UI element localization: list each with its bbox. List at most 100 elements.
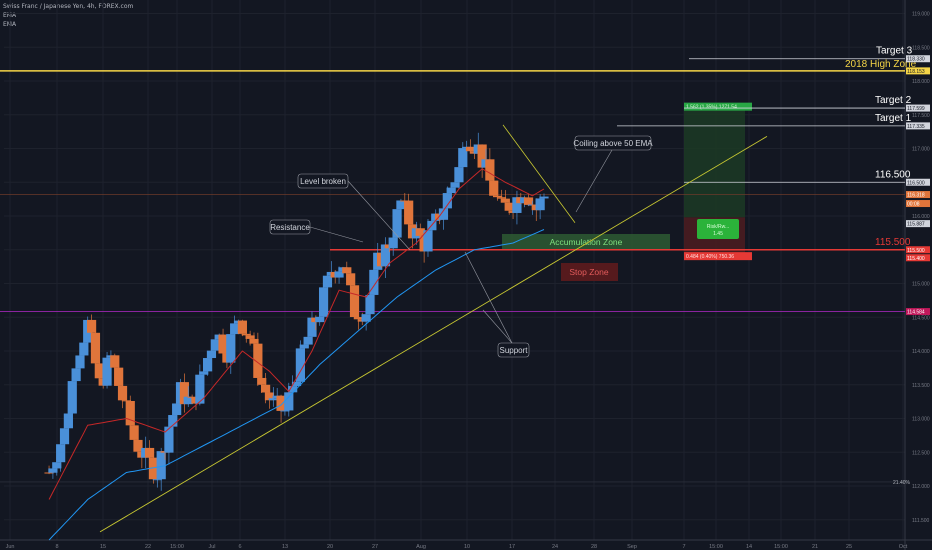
candle-body <box>276 395 286 411</box>
symbol-title[interactable]: Swiss Franc / Japanese Yen, 4h, FOREX.co… <box>3 3 134 10</box>
candle-body <box>110 355 120 368</box>
candle-body <box>52 462 62 469</box>
candle-body <box>365 294 375 315</box>
coiling-callout-box[interactable] <box>574 135 652 151</box>
accumulation-zone[interactable] <box>502 234 670 249</box>
candle-body <box>485 159 495 181</box>
target-zone-box[interactable] <box>684 106 745 218</box>
price-tick-label: 118.500 <box>912 45 930 51</box>
candle-body <box>303 336 313 345</box>
candle-body <box>79 342 89 356</box>
candle-body <box>446 187 456 194</box>
accumulation-zone-label: Accumulation Zone <box>550 237 623 247</box>
time-tick-label: 21 <box>812 544 818 550</box>
candle-body <box>535 198 545 211</box>
candle-body <box>388 237 398 249</box>
candle-body <box>257 377 267 385</box>
price-axis[interactable]: 111.500 112.000 112.500 113.000 113.500 114.0… <box>912 12 930 524</box>
candle-body <box>342 267 352 274</box>
ema-slow-line[interactable] <box>48 229 545 541</box>
price-tag <box>906 67 930 75</box>
time-tick-label: 27 <box>372 544 378 550</box>
candle-body <box>121 400 131 402</box>
coiling-callout-text: Coiling above 50 EMA <box>573 139 653 148</box>
candle-body <box>241 333 251 336</box>
high-zone-label: 2018 High Zone <box>845 59 917 70</box>
time-tick-label: 22 <box>145 544 151 550</box>
price-tick-label: 117.000 <box>912 147 930 153</box>
candle-body <box>392 209 402 238</box>
resistance-callout-pointer <box>309 226 364 243</box>
time-tick-label: 14 <box>746 544 752 550</box>
candle-body <box>442 193 452 209</box>
price-tick-label: 115.000 <box>912 282 930 288</box>
candle-body <box>218 334 228 354</box>
price-tick-label: 113.000 <box>912 417 930 423</box>
candle-body <box>504 202 514 211</box>
time-tick-label: 15:00 <box>170 544 184 550</box>
price-tag <box>906 55 930 63</box>
candle-body <box>168 415 178 427</box>
grid <box>4 0 905 540</box>
price-tag <box>906 104 930 112</box>
candle-body <box>299 344 309 349</box>
candle-body <box>148 457 159 480</box>
candle-body <box>346 273 356 286</box>
risk-reward-box[interactable] <box>697 219 739 239</box>
target-2-label: Target 2 <box>875 95 912 106</box>
candle-body <box>129 425 139 440</box>
candle-body <box>496 197 507 199</box>
time-tick-label: Aug <box>416 544 426 550</box>
wedge-line[interactable] <box>502 124 576 223</box>
resistance-callout-box[interactable] <box>269 219 311 235</box>
price-tag-text: 114.584 <box>907 310 925 316</box>
candle-body <box>438 208 449 220</box>
candle-body <box>307 317 317 337</box>
candle-body <box>86 319 97 333</box>
candle-body <box>523 197 534 205</box>
candle-body <box>102 357 112 386</box>
candle-body <box>512 197 522 213</box>
candle-body <box>288 386 298 393</box>
candle-body <box>144 447 155 458</box>
candle-body <box>315 316 325 323</box>
time-tick-label: 24 <box>552 544 558 550</box>
candle-body <box>322 275 333 288</box>
candle-body <box>268 398 278 401</box>
candle-body <box>90 332 101 364</box>
coiling-callout-pointer <box>575 149 613 213</box>
stop-zone[interactable] <box>561 263 618 281</box>
price-tag-text: 118.330 <box>907 57 925 63</box>
candle-body <box>75 355 85 369</box>
target-1-label: Target 1 <box>875 113 912 124</box>
ascending-trendline[interactable] <box>99 135 768 533</box>
time-tick-label: 28 <box>591 544 597 550</box>
level-broken-callout-box[interactable] <box>297 173 349 189</box>
price-tag-text: 118.153 <box>907 69 925 75</box>
candle-body <box>264 392 275 401</box>
time-tick-label: 13 <box>282 544 288 550</box>
risk-reward-text: Risk/Rw... <box>707 224 729 230</box>
support-callout-box[interactable] <box>497 342 530 358</box>
level-116-500-label: 116.500 <box>875 169 911 180</box>
candle-body <box>539 196 549 199</box>
candles[interactable] <box>44 132 549 491</box>
target-label-box <box>684 102 752 111</box>
time-tick-label: Sep <box>627 544 637 550</box>
price-tag-text: 115.887 <box>907 222 925 228</box>
candle-body <box>450 182 460 188</box>
price-tick-label: 117.500 <box>912 113 930 119</box>
price-tag <box>906 178 930 186</box>
support-callout-pointer <box>464 251 513 344</box>
candle-body <box>48 468 58 473</box>
ema-fast-line[interactable] <box>48 168 545 500</box>
candle-body <box>245 335 255 339</box>
price-tick-label: 114.500 <box>912 315 930 321</box>
time-tick-label: 6 <box>238 544 241 550</box>
price-tag-text: 115.500 <box>907 248 925 254</box>
time-axis[interactable]: Jun 8 15 22 15:00 Jul 6 13 20 27 Aug 10 17 24 28 Sep 7 15… <box>6 544 908 550</box>
price-tick-label: 118.000 <box>912 79 930 85</box>
candle-body <box>133 439 143 452</box>
price-tick-label: 116.000 <box>912 214 930 220</box>
